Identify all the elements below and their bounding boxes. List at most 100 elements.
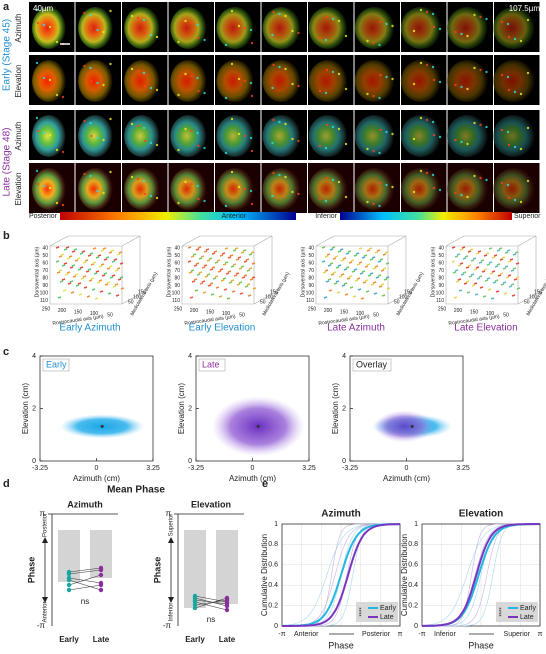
vector-mark [358,247,363,250]
vector-mark [465,266,470,269]
image-speck [230,62,234,66]
image-speck [438,80,442,84]
image-speck [177,93,180,97]
image-signal [493,60,535,102]
vector-mark [474,293,479,296]
panel-label: b [3,230,10,242]
vector-mark [379,258,384,261]
tick-label: -π [278,631,285,638]
tick-label: 50 [503,312,509,318]
vector-mark [107,292,112,295]
image-speck [203,91,206,95]
image-speck [378,204,381,208]
vector-mark [512,267,517,270]
image-signal [216,7,254,49]
vector-mark [328,289,333,292]
vector-mark [234,247,239,250]
image-speck [109,9,112,13]
vector-mark [217,270,222,273]
panel-title: Mean Phase [107,485,165,496]
image-speck [372,202,375,206]
vector-mark [100,263,105,266]
image-speck [460,85,463,89]
tick-label: 60 [174,260,180,266]
vector-mark [345,252,350,255]
vector-mark [483,254,488,257]
axis-label: Cumulative Distribution [400,534,409,616]
image-speck [425,118,429,122]
vector-mark [229,254,234,257]
image-speck [507,88,511,92]
image-speck [318,197,322,201]
arrow-head [168,537,174,543]
image-speck [325,15,329,19]
image-speck [507,35,511,39]
axis-label: Phase [152,557,162,584]
vector-mark [496,249,501,252]
image-speck [500,181,504,185]
image-signal [124,168,160,210]
vector-mark [193,278,198,281]
vector-mark [456,253,461,256]
dot-early [66,582,72,588]
image-speck [291,190,294,194]
vector-mark [377,260,382,263]
vector-mark [238,281,243,284]
tick-label: 50 [394,299,400,305]
vector-mark [102,247,107,250]
vector-mark [332,257,337,260]
image-speck [419,61,423,65]
tick-label: 60 [438,260,444,266]
vector-mark [57,296,62,299]
vector-mark [108,265,113,268]
image-speck [96,136,99,140]
vector-mark [85,270,90,273]
vector-mark [187,246,192,249]
vector-mark [333,282,338,285]
vector-mark [461,246,466,249]
plot-title: Late Elevation [454,323,517,334]
vector-mark [496,263,501,266]
vector-mark [95,256,100,259]
image-speck [506,22,510,26]
vector-mark [358,261,363,264]
tick-label: 50 [438,253,444,259]
tick-label: 0.4 [268,582,278,589]
image-speck [55,148,59,152]
image-speck [149,141,153,145]
image-speck [203,38,206,42]
image-speck [479,176,482,180]
vector-mark [55,260,60,263]
image-speck [142,71,146,75]
vector-mark [360,297,365,300]
image-speck [485,17,488,21]
direction-label: Posterior [362,631,391,638]
image-speck [431,120,435,124]
image-speck [237,24,241,28]
plot-title: Late Azimuth [327,323,385,334]
image-speck [391,24,394,28]
image-speck [149,194,153,198]
image-speck [136,16,140,20]
dot-early [66,577,72,583]
vector-mark [332,271,337,274]
image-speck [143,139,147,143]
image-signal [78,7,113,49]
vector-mark [473,268,478,271]
vector-mark [503,292,508,295]
image-speck [96,81,99,85]
image-signal [32,168,66,210]
legend-label: Late [520,614,534,621]
vector-mark [495,290,500,293]
dot-late [224,607,230,613]
vector-mark [245,258,250,261]
image-speck [243,79,247,83]
vector-mark [385,276,390,279]
vector-mark [239,292,244,295]
image-speck [372,41,375,45]
tick-label: 0.2 [408,602,418,609]
vector-mark [190,269,195,272]
vector-mark [338,275,343,278]
vector-mark [209,268,214,271]
cdf-late [422,523,540,627]
